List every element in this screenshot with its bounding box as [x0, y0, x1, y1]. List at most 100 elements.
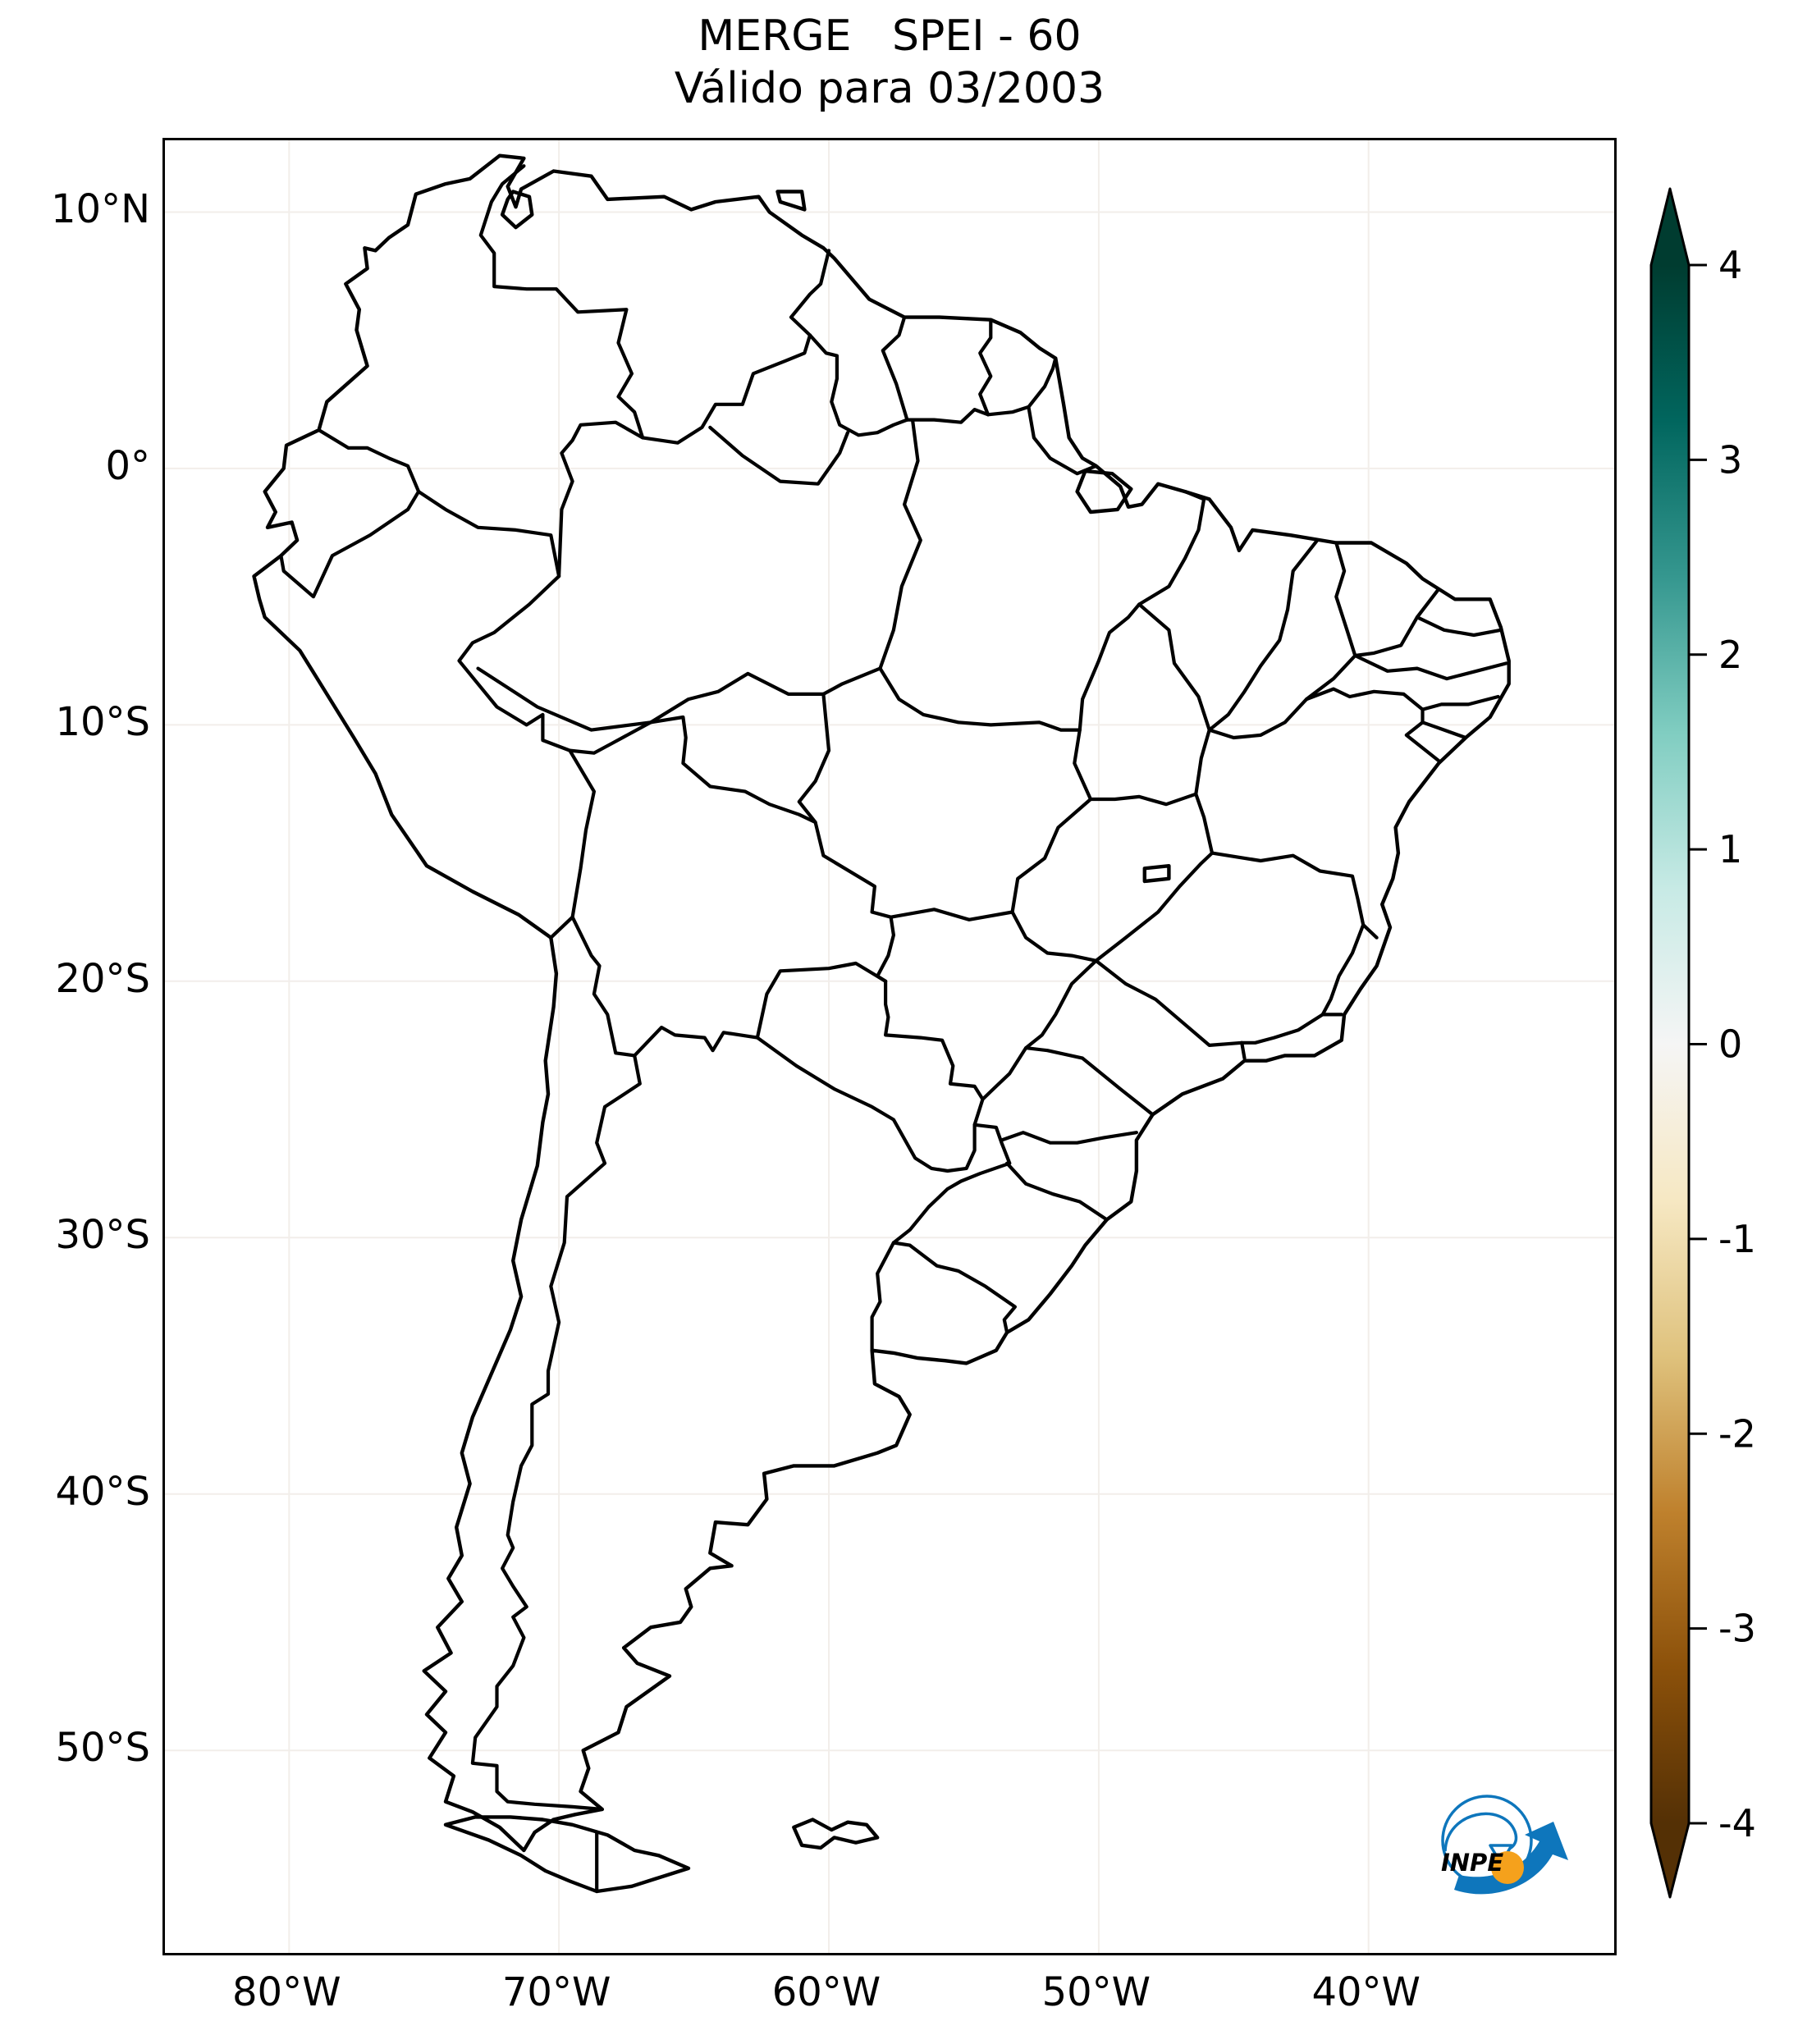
border-pe_bahia: [1305, 687, 1425, 711]
border-piaui_bahia: [1207, 697, 1309, 740]
colorbar-tick-label: 1: [1718, 827, 1742, 871]
y-tick-label-50°S: 50°S: [55, 1725, 150, 1772]
inpe-logo: INPE: [1441, 1795, 1568, 1895]
coastline-tierra_del_fuego: [443, 1815, 691, 1894]
colorbar-gradient-bar: [1649, 187, 1690, 1899]
coastline-trinidad: [775, 190, 807, 212]
border-saopaulo_parana: [1024, 1046, 1155, 1117]
border-chile_argentina: [470, 1054, 642, 1812]
border-acre_amazonas: [476, 666, 653, 732]
chart-subtitle: Válido para 03/2003: [674, 64, 1105, 113]
border-amazonas_matogrosso: [821, 666, 882, 696]
colorbar: 4 3 2 1 0 -1 -2 -3 -4: [1649, 187, 1756, 1899]
border-peru_brazil: [457, 574, 572, 752]
coastline-marajo_island: [1075, 469, 1133, 514]
border-minas_es: [1320, 923, 1366, 1017]
border-venezuela_guyana: [789, 249, 831, 337]
border-bahia_minas: [1210, 851, 1366, 927]
border-sc_rs: [1005, 1161, 1109, 1222]
border-bolivia_paraguay: [755, 961, 888, 1040]
border-argentina_uruguay: [870, 1241, 895, 1352]
inpe-logo-text: INPE: [1441, 1849, 1503, 1877]
border-amazonas_para: [878, 418, 922, 670]
border-colombia_venezuela: [478, 164, 645, 440]
border-para_maranhao: [1137, 490, 1206, 606]
border-tocantins_bahia: [1194, 728, 1211, 796]
border-colombia_peru: [417, 490, 561, 578]
border-peru_chile: [549, 915, 574, 940]
border-roraima_amazonas: [708, 425, 850, 486]
border-goias_minas: [1094, 851, 1215, 963]
x-tick-label-80°W: 80°W: [231, 1969, 341, 2015]
y-tick-label-0°: 0°: [105, 442, 150, 489]
inpe-logo-swoosh-arrow: [1454, 1822, 1568, 1895]
border-parana_sc: [1000, 1131, 1138, 1145]
x-tick-label-60°W: 60°W: [771, 1969, 881, 2015]
border-saopaulo_rio: [1240, 1040, 1247, 1060]
x-tick-label-40°W: 40°W: [1311, 1969, 1421, 2015]
border-pb_pe: [1353, 653, 1508, 681]
y-tick-label-30°S: 30°S: [55, 1212, 150, 1259]
border-paraguay_brazil: [884, 979, 985, 1127]
border-argentina_brazil: [891, 1123, 1012, 1245]
border-rondonia_matogrosso: [797, 692, 831, 825]
border-al_se: [1421, 707, 1468, 740]
border-goias_ms: [1010, 910, 1098, 963]
map-frame: [162, 138, 1617, 1955]
border-venezuela_brazil: [641, 333, 812, 445]
border-amapa_para: [1027, 405, 1098, 476]
border-suriname_brazil: [905, 408, 991, 424]
colorbar-tick-label: -3: [1718, 1607, 1756, 1651]
border-ceara_rn_pb: [1353, 587, 1441, 658]
south-america-map: [165, 140, 1614, 1953]
coastline-distrito_federal: [1142, 864, 1171, 884]
colorbar-tick-label: -2: [1718, 1411, 1756, 1456]
border-se_bahia: [1404, 720, 1441, 763]
y-tick-label-40°S: 40°S: [55, 1468, 150, 1515]
border-guiana_brazil: [986, 356, 1058, 417]
coastline-lake_maracaibo: [500, 190, 534, 230]
border-guyana_suriname: [881, 315, 909, 422]
border-maranhao_piaui: [1207, 538, 1320, 732]
border-argentina_paraguay: [755, 1036, 977, 1173]
colorbar-tick-label: 4: [1718, 243, 1742, 287]
border-para_tocantins: [1077, 602, 1141, 732]
border-tocantins_maranhao: [1137, 602, 1211, 732]
x-tick-label-50°W: 50°W: [1041, 1969, 1151, 2015]
border-colombia_ecuador: [317, 428, 421, 494]
border-ecuador_peru: [279, 490, 421, 599]
border-minas_rio: [1240, 1013, 1324, 1045]
border-minas_saopaulo: [1094, 958, 1244, 1047]
border-piaui_ceara: [1334, 541, 1357, 658]
colorbar-tick-label: 3: [1718, 437, 1742, 482]
border-bolivia_brazil: [568, 715, 895, 983]
border-goias_bahia: [1194, 792, 1215, 855]
border-pe_al: [1421, 694, 1500, 711]
border-bahia_es: [1361, 923, 1379, 940]
border-colombia_brazil: [557, 420, 645, 578]
border-piaui_pe: [1305, 653, 1357, 702]
border-para_matogrosso: [878, 666, 1082, 732]
coastline-mainland: [252, 153, 1511, 1853]
colorbar-tick-label: 0: [1718, 1022, 1742, 1067]
border-ms_parana_river: [981, 958, 1098, 1101]
border-guyana_brazil: [807, 333, 909, 437]
border-amazonas_rondonia: [648, 671, 826, 725]
y-tick-label-10°S: 10°S: [55, 699, 150, 746]
y-tick-label-10°N: 10°N: [51, 186, 150, 233]
y-tick-label-20°S: 20°S: [55, 955, 150, 1002]
inpe-logo-orange-circle: [1491, 1851, 1524, 1884]
border-tocantins_goias: [1088, 792, 1198, 807]
coastline-island_southeast: [792, 1818, 880, 1850]
colorbar-tick-label: -4: [1718, 1801, 1756, 1845]
border-suriname_guiana: [978, 318, 993, 417]
border-peru_bolivia: [568, 748, 596, 919]
border-matogrosso_tocantins: [1073, 728, 1093, 802]
border-bolivia_chile: [570, 915, 637, 1058]
border-rn_pb: [1415, 615, 1503, 638]
border-matogrosso_ms: [889, 908, 1014, 921]
colorbar-tick-label: -1: [1718, 1217, 1756, 1261]
border-matogrosso_goias: [1010, 797, 1093, 914]
border-uruguay_brazil: [891, 1241, 1017, 1334]
